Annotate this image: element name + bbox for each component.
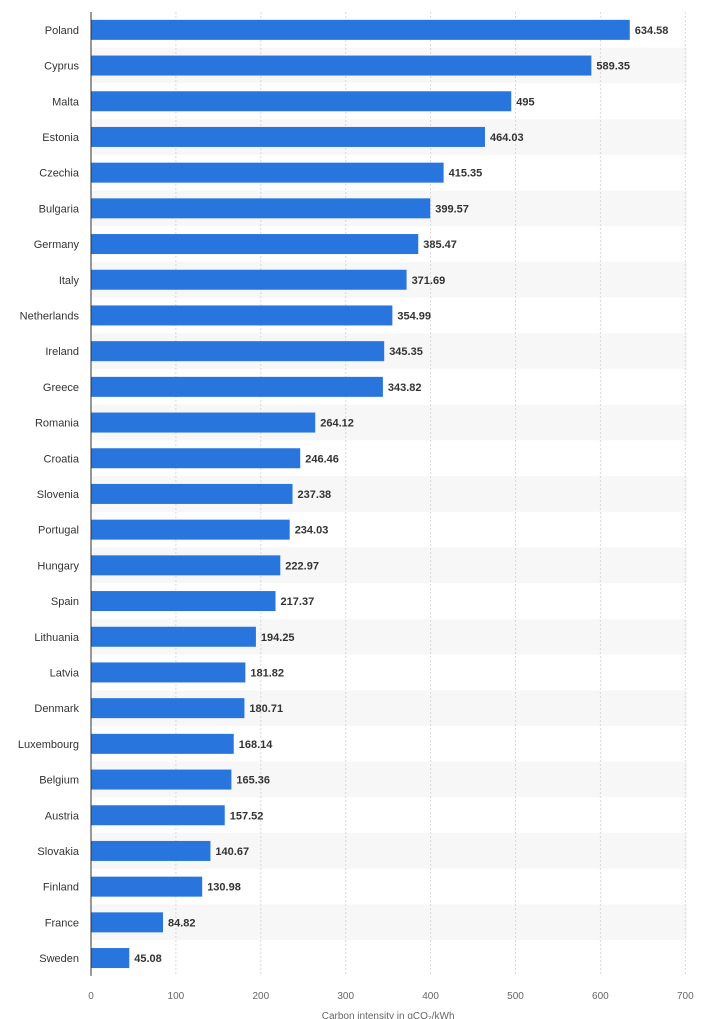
category-label: Bulgaria: [39, 203, 80, 215]
category-label: Lithuania: [34, 632, 80, 644]
category-label: Ireland: [45, 346, 79, 358]
bar[interactable]: [91, 769, 232, 790]
value-label: 84.82: [168, 917, 196, 929]
x-axis-title: Carbon intensity in gCO₂/kWh: [322, 1011, 455, 1019]
value-labels: 634.58 589.35 495 464.03 415.35 399.57 385.47 3…: [134, 25, 668, 965]
value-label: 345.35: [389, 346, 423, 358]
category-label: Portugal: [38, 525, 79, 537]
value-label: 234.03: [295, 525, 329, 537]
value-label: 385.47: [423, 239, 457, 251]
category-label: France: [45, 917, 79, 929]
x-tick-label: 0: [88, 991, 94, 1002]
bar[interactable]: [91, 840, 211, 861]
category-label: Austria: [45, 810, 80, 822]
category-label: Latvia: [50, 667, 80, 679]
value-label: 399.57: [435, 203, 469, 215]
value-label: 140.67: [215, 846, 249, 858]
category-label: Slovenia: [37, 489, 80, 501]
value-label: 45.08: [134, 953, 162, 965]
value-label: 130.98: [207, 882, 241, 894]
category-label: Czechia: [39, 168, 80, 180]
value-label: 371.69: [412, 275, 446, 287]
x-tick-label: 400: [422, 991, 439, 1002]
bar[interactable]: [91, 341, 385, 362]
category-label: Sweden: [39, 953, 79, 965]
bar[interactable]: [91, 91, 512, 112]
value-label: 589.35: [596, 61, 630, 73]
category-label: Malta: [52, 96, 80, 108]
category-label: Croatia: [44, 453, 80, 465]
bar[interactable]: [91, 912, 164, 933]
x-tick-label: 700: [677, 991, 694, 1002]
value-label: 217.37: [281, 596, 315, 608]
bar[interactable]: [91, 626, 256, 647]
category-label: Romania: [35, 418, 80, 430]
bar[interactable]: [91, 305, 393, 326]
bar[interactable]: [91, 698, 245, 719]
category-labels: Poland Cyprus Malta Estonia Czechia Bulgaria G…: [18, 25, 80, 965]
category-label: Belgium: [39, 775, 79, 787]
bar[interactable]: [91, 19, 630, 40]
value-label: 168.14: [239, 739, 274, 751]
bar[interactable]: [91, 412, 316, 433]
value-label: 264.12: [320, 418, 354, 430]
bar[interactable]: [91, 234, 419, 255]
value-label: 157.52: [230, 810, 264, 822]
bar[interactable]: [91, 805, 225, 826]
value-label: 246.46: [305, 453, 339, 465]
x-tick-label: 200: [252, 991, 269, 1002]
bar[interactable]: [91, 376, 383, 397]
x-tick-label: 300: [337, 991, 354, 1002]
category-label: Germany: [34, 239, 80, 251]
bar[interactable]: [91, 555, 281, 576]
bar[interactable]: [91, 162, 444, 183]
bar[interactable]: [91, 126, 485, 147]
category-label: Greece: [43, 382, 79, 394]
value-label: 495: [516, 96, 534, 108]
bar[interactable]: [91, 591, 276, 612]
bar[interactable]: [91, 55, 592, 76]
value-label: 634.58: [635, 25, 669, 37]
value-label: 181.82: [250, 667, 284, 679]
bar[interactable]: [91, 733, 234, 754]
x-tick-labels: 0 100 200 300 400 500 600 700: [88, 991, 694, 1002]
category-label: Poland: [45, 25, 79, 37]
category-label: Estonia: [42, 132, 80, 144]
value-label: 194.25: [261, 632, 295, 644]
bar[interactable]: [91, 519, 290, 540]
bar[interactable]: [91, 198, 431, 219]
value-label: 165.36: [236, 775, 270, 787]
row-band: [91, 904, 688, 941]
category-label: Luxembourg: [18, 739, 79, 751]
category-label: Slovakia: [37, 846, 79, 858]
value-label: 237.38: [298, 489, 332, 501]
x-tick-label: 500: [507, 991, 524, 1002]
x-tick-label: 600: [592, 991, 609, 1002]
bar[interactable]: [91, 948, 130, 969]
category-label: Finland: [43, 882, 79, 894]
category-label: Cyprus: [44, 61, 79, 73]
bar[interactable]: [91, 269, 407, 290]
value-label: 222.97: [285, 560, 319, 572]
value-label: 354.99: [397, 310, 431, 322]
category-label: Netherlands: [20, 310, 80, 322]
value-label: 464.03: [490, 132, 524, 144]
value-label: 180.71: [249, 703, 283, 715]
value-label: 343.82: [388, 382, 422, 394]
bars: [91, 19, 630, 969]
bar[interactable]: [91, 448, 301, 469]
bar[interactable]: [91, 876, 203, 897]
category-label: Spain: [51, 596, 79, 608]
bar[interactable]: [91, 662, 246, 683]
category-label: Hungary: [37, 560, 79, 572]
bar[interactable]: [91, 483, 293, 504]
category-label: Denmark: [34, 703, 79, 715]
category-label: Italy: [59, 275, 80, 287]
x-tick-label: 100: [168, 991, 185, 1002]
value-label: 415.35: [449, 168, 483, 180]
